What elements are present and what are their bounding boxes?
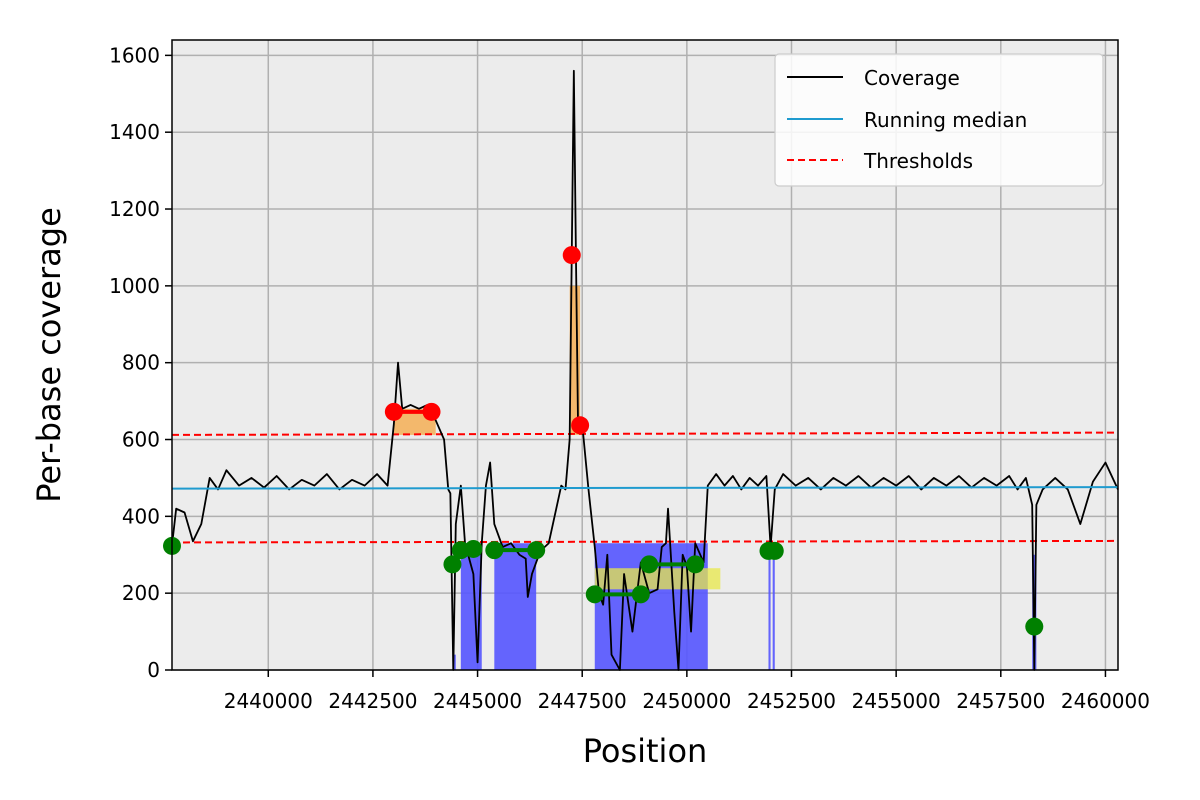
event-markers (163, 246, 1044, 636)
plot-frame (171, 39, 1119, 671)
x-tick-label: 2452500 (747, 689, 836, 713)
y-tick-label: 0 (147, 658, 160, 682)
y-tick-label: 1600 (109, 43, 160, 67)
x-axis-ticks: 2440000 2442500 2445000 2447500 2450000 24525… (224, 670, 1150, 713)
x-tick-label: 2450000 (642, 689, 731, 713)
low-event-marker (485, 541, 504, 560)
low-event-marker (527, 541, 546, 560)
x-tick-label: 2447500 (538, 689, 627, 713)
y-axis-title: Per-base coverage (30, 207, 68, 503)
y-tick-label: 600 (122, 428, 160, 452)
low-coverage-region (768, 547, 771, 670)
low-event-marker (585, 585, 604, 604)
legend-label-running-median: Running median (864, 108, 1027, 132)
low-event-marker (631, 585, 650, 604)
y-tick-label: 1200 (109, 197, 160, 221)
y-tick-label: 400 (122, 504, 160, 528)
high-event-marker (422, 402, 441, 421)
x-axis-title: Position (583, 732, 708, 770)
legend-label-thresholds: Thresholds (863, 149, 973, 173)
x-tick-label: 2442500 (328, 689, 417, 713)
high-event-marker (384, 402, 403, 421)
low-event-marker (443, 555, 462, 574)
low-event-marker (765, 541, 784, 560)
x-tick-label: 2455000 (852, 689, 941, 713)
x-tick-label: 2445000 (433, 689, 522, 713)
legend: Coverage Running median Thresholds (774, 53, 1104, 187)
low-event-marker (464, 539, 483, 558)
low-event-marker (640, 555, 659, 574)
x-tick-label: 2460000 (1061, 689, 1150, 713)
low-event-marker (686, 555, 705, 574)
high-event-marker (562, 246, 581, 265)
legend-box (774, 53, 1104, 187)
y-tick-label: 1000 (109, 274, 160, 298)
y-tick-label: 1400 (109, 120, 160, 144)
x-tick-label: 2457500 (956, 689, 1045, 713)
legend-label-coverage: Coverage (864, 66, 960, 90)
y-tick-label: 200 (122, 581, 160, 605)
high-coverage-region (569, 285, 581, 435)
y-axis-ticks: 0 200 400 600 800 1000 1200 1400 1600 (109, 43, 172, 682)
threshold-line (171, 431, 1119, 436)
low-coverage-region (494, 543, 537, 670)
low-event-marker (1025, 617, 1044, 636)
threshold-line (171, 539, 1119, 544)
high-event-marker (571, 416, 590, 435)
low-coverage-region (772, 547, 775, 670)
y-tick-label: 800 (122, 351, 160, 375)
x-tick-label: 2440000 (224, 689, 313, 713)
running-median-line (171, 486, 1119, 490)
